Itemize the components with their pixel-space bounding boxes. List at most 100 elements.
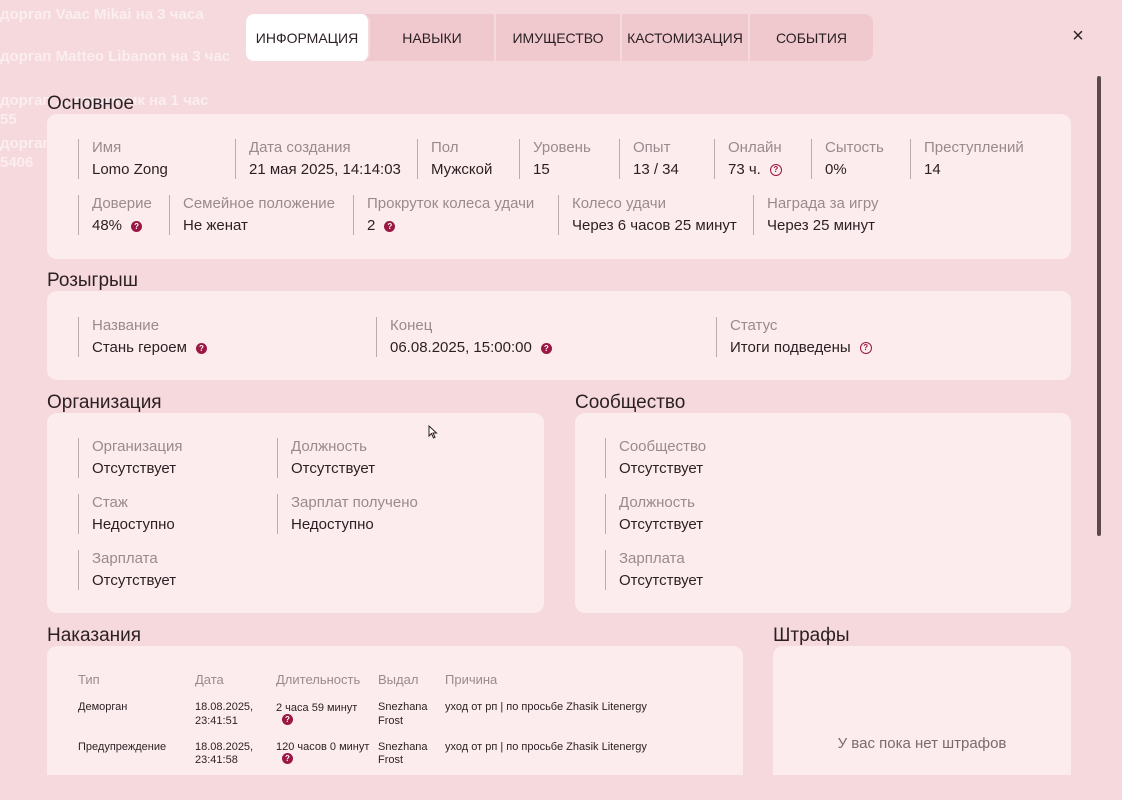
cell-issuer: Snezhana: [378, 741, 428, 753]
fines-card: [773, 646, 1071, 775]
column-header: Тип: [78, 672, 100, 687]
field-value: 2: [367, 217, 376, 234]
field-value: Недоступно: [92, 516, 175, 533]
help-icon[interactable]: ?: [282, 714, 293, 725]
field-label: Организация: [92, 438, 183, 455]
cell-duration: 2 часа 59 минут: [276, 702, 358, 714]
help-icon[interactable]: ?: [195, 342, 207, 354]
field-label: Зарплата: [619, 550, 685, 567]
field-value: Недоступно: [291, 516, 374, 533]
organization-card: Организация Отсутствует Должность Отсутс…: [47, 413, 544, 613]
field-value: Отсутствует: [619, 516, 704, 533]
field-label: Семейное положение: [183, 195, 335, 212]
cell-issuer: Snezhana: [378, 701, 428, 713]
help-icon[interactable]: ?: [384, 220, 396, 232]
tab-skills[interactable]: Навыки: [370, 14, 496, 61]
field-marital: Семейное положение Не женат: [169, 195, 335, 235]
field-value: 0%: [825, 161, 847, 178]
field-label: Сытость: [825, 139, 884, 156]
field-tenure: Стаж Недоступно: [78, 494, 175, 534]
giveaway-card: Название Стань героем? Конец 06.08.2025,…: [47, 291, 1071, 380]
field-label: Колесо удачи: [572, 195, 666, 212]
fines-empty-text: У вас пока нет штрафов: [837, 735, 1007, 752]
basic-info-card: Имя Lomo Zong Дата создания 21 мая 2025,…: [47, 114, 1071, 259]
field-name: Имя Lomo Zong: [78, 139, 168, 179]
section-title-giveaway: Розыгрыш: [47, 270, 138, 291]
field-label: Название: [92, 317, 160, 334]
community-card: Сообщество Отсутствует Должность Отсутст…: [575, 413, 1071, 613]
feed-line: 55: [0, 111, 17, 128]
field-label: Зарплата: [92, 550, 158, 567]
section-title-fines: Штрафы: [773, 625, 850, 646]
field-value: 13 / 34: [633, 161, 679, 178]
scrollbar[interactable]: [1097, 76, 1101, 536]
field-label: Уровень: [533, 139, 591, 156]
feed-line: доргап: [0, 135, 52, 152]
field-label: Онлайн: [728, 139, 782, 156]
cell-reason: уход от рп | по просьбе Zhasik Litenergy: [445, 701, 647, 713]
help-icon[interactable]: ?: [282, 753, 293, 764]
field-label: Должность: [619, 494, 695, 511]
section-title-punishments: Наказания: [47, 625, 142, 646]
section-title-community: Сообщество: [575, 392, 686, 413]
field-reward: Награда за игру Через 25 минут: [753, 195, 879, 235]
field-label: Сообщество: [619, 438, 707, 455]
column-header: Причина: [445, 672, 498, 687]
field-value: Отсутствует: [619, 460, 704, 477]
field-community-salary: Зарплата Отсутствует: [605, 550, 703, 590]
field-trust: Доверие 48%?: [78, 195, 152, 235]
field-label: Награда за игру: [767, 195, 879, 212]
field-value: 48%: [92, 217, 123, 234]
field-label: Статус: [730, 317, 778, 334]
field-wheel: Колесо удачи Через 6 часов 25 минут: [558, 195, 737, 235]
cell-reason: уход от рп | по просьбе Zhasik Litenergy: [445, 741, 647, 753]
field-value: 14: [924, 161, 941, 178]
field-value: Через 6 часов 25 минут: [572, 217, 737, 234]
close-icon[interactable]: ×: [1072, 25, 1084, 47]
field-label: Опыт: [633, 139, 671, 156]
cell-type: Предупреждение: [78, 741, 167, 753]
section-title-organization: Организация: [47, 392, 162, 413]
field-label: Зарплат получено: [291, 494, 418, 511]
field-created: Дата создания 21 мая 2025, 14:14:03: [235, 139, 401, 179]
field-value: 06.08.2025, 15:00:00: [390, 339, 532, 356]
field-value: Отсутствует: [92, 572, 177, 589]
cell-duration: 120 часов 0 минут: [276, 741, 370, 753]
field-label: Стаж: [92, 494, 128, 511]
field-exp: Опыт 13 / 34: [619, 139, 679, 179]
field-salary: Зарплата Отсутствует: [78, 550, 176, 590]
cell-time: 23:41:51: [195, 715, 238, 727]
tab-customization[interactable]: Кастомизация: [622, 14, 750, 61]
tab-events[interactable]: События: [776, 29, 847, 46]
cell-type: Деморган: [78, 701, 128, 713]
section-title-basic: Основное: [47, 93, 135, 114]
help-icon[interactable]: ?: [859, 342, 872, 354]
feed-line: доргап Matteo Libanon на 3 час: [0, 48, 231, 65]
field-value: Итоги подведены: [730, 339, 851, 356]
column-header: Длительность: [276, 672, 361, 687]
field-value: Стань героем: [92, 339, 187, 356]
help-icon[interactable]: ?: [131, 220, 143, 232]
field-label: Пол: [431, 139, 459, 156]
field-label: Преступлений: [924, 139, 1024, 156]
field-org-position: Должность Отсутствует: [277, 438, 375, 478]
field-label: Доверие: [92, 195, 152, 212]
field-label: Конец: [390, 317, 433, 334]
field-value: Мужской: [431, 161, 493, 178]
tab-info[interactable]: Информация: [246, 14, 370, 61]
tab-property[interactable]: Имущество: [496, 14, 622, 61]
cell-time: 23:41:58: [195, 754, 238, 766]
help-icon[interactable]: ?: [769, 164, 782, 176]
mouse-cursor-icon: [428, 425, 438, 439]
field-gender: Пол Мужской: [417, 139, 492, 179]
feed-line: доргап ... доражник на 1 час: [0, 92, 209, 109]
field-label: Прокруток колеса удачи: [367, 195, 535, 212]
field-giveaway-status: Статус Итоги подведены?: [716, 317, 872, 357]
help-icon[interactable]: ?: [540, 342, 552, 354]
feed-line: доргап Vaac Mikai на 3 часа: [0, 6, 204, 23]
field-value: 73 ч.: [728, 161, 761, 178]
field-giveaway-end: Конец 06.08.2025, 15:00:00?: [376, 317, 552, 357]
column-header: Дата: [195, 672, 224, 687]
field-spins: Прокруток колеса удачи 2?: [353, 195, 534, 235]
cell-date: 18.08.2025,: [195, 741, 254, 753]
